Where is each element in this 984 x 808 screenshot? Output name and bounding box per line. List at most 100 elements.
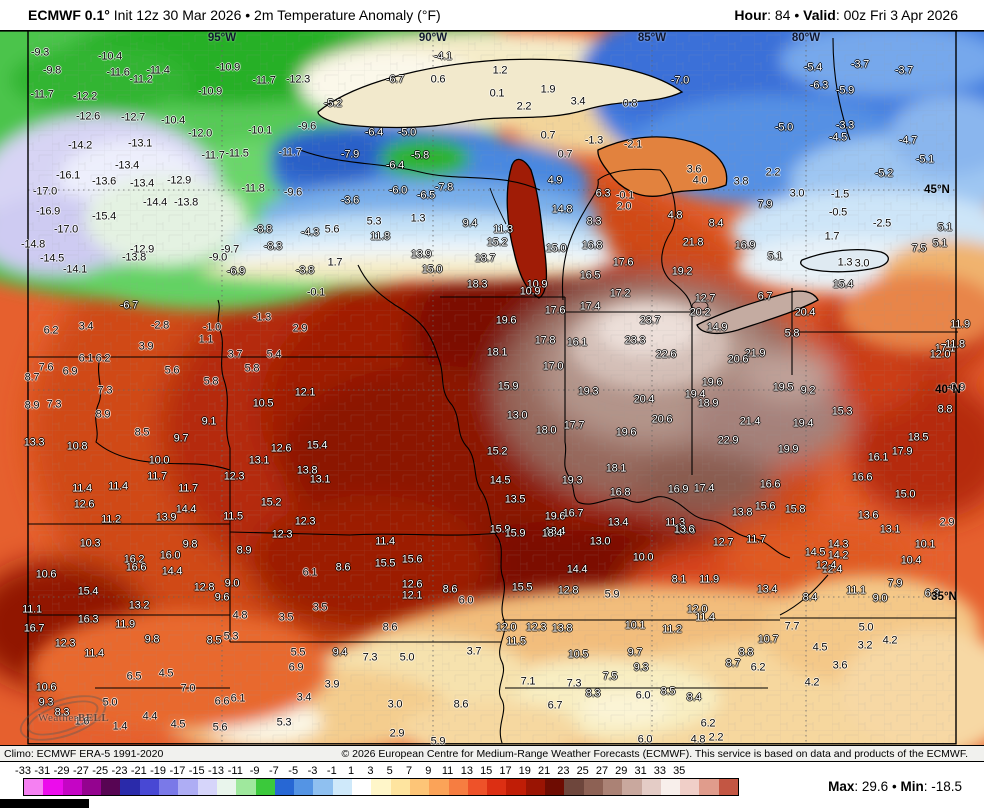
colorbar-tick: 17 (499, 765, 512, 777)
great-lakes (317, 58, 889, 335)
map-frame (27, 30, 957, 745)
colorbar-tick: 1 (348, 765, 355, 777)
valid-datetime: 00z Fri 3 Apr 2026 (843, 7, 958, 23)
colorbar-segment (352, 779, 372, 795)
hour-label: Hour (734, 7, 768, 23)
max-min-readout: Max: 29.6 • Min: -18.5 (828, 779, 962, 794)
max-value: 29.6 (861, 779, 889, 794)
valid-time: Hour: 84 • Valid: 00z Fri 3 Apr 2026 (734, 7, 958, 23)
valid-colon: : (835, 7, 844, 23)
colorbar-segment (448, 779, 468, 795)
colorbar-tick: 15 (480, 765, 493, 777)
colorbar-segment (178, 779, 198, 795)
colorbar-tick: 13 (460, 765, 474, 777)
colorbar-tick: 3 (367, 765, 374, 777)
colorbar-tick: -29 (53, 765, 70, 777)
colorbar-segment (294, 779, 314, 795)
colorbar-segment (680, 779, 700, 795)
attribution-bar: Climo: ECMWF ERA-5 1991-2020 © 2026 Euro… (0, 745, 984, 762)
colorbar-tick: 29 (615, 765, 628, 777)
colorbar-tick: -23 (111, 765, 128, 777)
colorbar-tick: 21 (537, 765, 551, 777)
colorbar-segment (139, 779, 160, 795)
min-value: -18.5 (931, 779, 962, 794)
colorbar-segment (332, 779, 353, 795)
colorbar-segment (487, 779, 507, 795)
copyright-text: © 2026 European Centre for Medium-Range … (341, 747, 968, 760)
maxmin-bullet: • (891, 779, 897, 794)
colorbar-segment (390, 779, 410, 795)
colorbar-area: -33 -31 -29 -27 -25 -23 -21 -19 -17 -15 -13 -11 -9 -7… (0, 762, 984, 808)
colorbar-segment (467, 779, 488, 795)
bottom-black-strip (0, 799, 89, 808)
colorbar-segment (409, 779, 430, 795)
header-bullet: • (794, 7, 800, 23)
colorbar-segment (583, 779, 603, 795)
min-label: Min (900, 779, 924, 794)
colorbar-tick: -15 (188, 765, 205, 777)
colorbar-segment (699, 779, 719, 795)
colorbar-tick: -3 (307, 765, 318, 777)
colorbar-segment (62, 779, 82, 795)
colorbar-tick: -13 (208, 765, 224, 777)
colorbar-segment (506, 779, 526, 795)
colorbar-tick: -21 (130, 765, 147, 777)
colorbar-segment (313, 779, 333, 795)
colorbar-segment (159, 779, 179, 795)
colorbar-segment (525, 779, 546, 795)
colorbar-segment (216, 779, 237, 795)
colorbar-tick: -5 (288, 765, 299, 777)
colorbar-tick: 31 (634, 765, 647, 777)
colorbar-tick: 19 (518, 765, 531, 777)
colorbar-segment (24, 779, 44, 795)
colorbar-bar (23, 778, 739, 796)
colorbar-segment (622, 779, 642, 795)
colorbar-tick: 9 (425, 765, 432, 777)
init-and-parameter: Init 12z 30 Mar 2026 • 2m Temperature An… (109, 7, 441, 23)
colorbar-segment (545, 779, 565, 795)
max-label: Max (828, 779, 855, 794)
colorbar-segment (718, 779, 738, 795)
graticule (28, 30, 956, 745)
colorbar-segment (660, 779, 681, 795)
colorbar-tick: -19 (150, 765, 167, 777)
colorbar-tick: -17 (169, 765, 186, 777)
state-borders (28, 37, 958, 744)
colorbar-segment (429, 779, 449, 795)
colorbar-tick: -33 (15, 765, 31, 777)
county-lines-texture (28, 30, 956, 744)
hour-value: : (767, 7, 775, 23)
colorbar-segment (81, 779, 102, 795)
temperature-anomaly-field (0, 30, 984, 745)
colorbar-tick: 11 (441, 765, 454, 777)
colorbar-segment (641, 779, 661, 795)
colorbar-tick: -1 (326, 765, 337, 777)
colorbar-segment (371, 779, 391, 795)
colorbar-segment (236, 779, 256, 795)
colorbar-tick: -7 (269, 765, 279, 777)
map-canvas[interactable] (0, 30, 984, 745)
colorbar-segment (101, 779, 121, 795)
colorbar-tick: -9 (249, 765, 260, 777)
model-name: ECMWF 0.1° (28, 7, 110, 23)
colorbar-tick: -31 (34, 765, 51, 777)
colorbar-tick: 27 (595, 765, 609, 777)
colorbar-tick: -25 (92, 765, 109, 777)
colorbar-segment (564, 779, 584, 795)
climo-text: Climo: ECMWF ERA-5 1991-2020 (4, 747, 164, 760)
colorbar-segment (43, 779, 63, 795)
hour-number: 84 (774, 7, 791, 23)
colorbar-segment (197, 779, 217, 795)
colorbar-tick: 5 (386, 765, 393, 777)
colorbar-tick: 33 (653, 765, 667, 777)
colorbar-tick: -11 (227, 765, 243, 777)
colorbar-tick: -27 (72, 765, 89, 777)
colorbar-tick: 7 (405, 765, 413, 777)
colorbar-segment (274, 779, 295, 795)
map-title: ECMWF 0.1° Init 12z 30 Mar 2026 • 2m Tem… (28, 7, 441, 23)
valid-label: Valid (803, 7, 836, 23)
colorbar-segment (120, 779, 140, 795)
colorbar-tick: 25 (576, 765, 589, 777)
colorbar-segment (602, 779, 623, 795)
